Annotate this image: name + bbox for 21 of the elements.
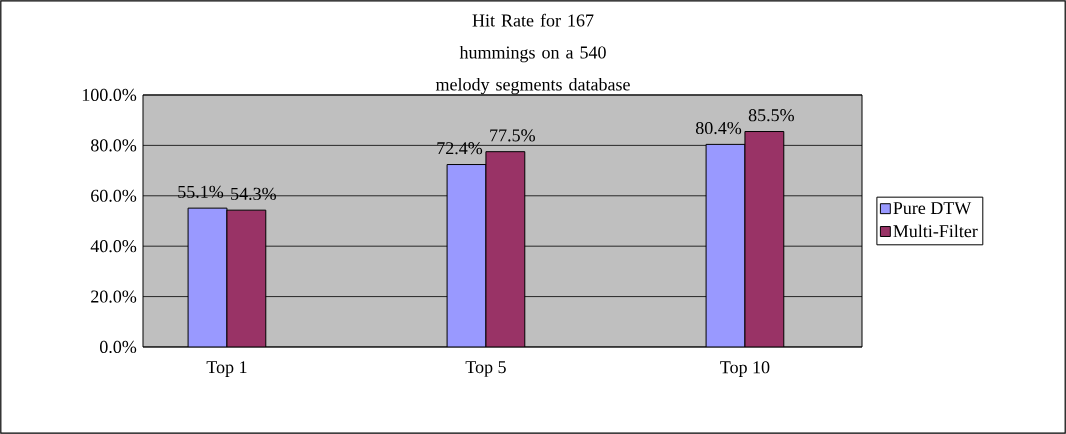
bar [705,143,746,347]
x-tick-label: Top 10 [720,361,770,377]
y-tick-label: 100.0% [82,88,137,102]
y-tick-label: 60.0% [91,189,137,202]
chart-title: Hit Rate for 167 hummings on a 540 melody segments database [435,13,630,95]
bar [485,151,526,347]
data-label: 80.4% [695,121,742,135]
y-tick-label: 20.0% [91,290,137,303]
bar [226,209,267,347]
bar [446,164,487,347]
x-tick-label: Top 1 [206,361,247,377]
y-tick-label: 40.0% [90,240,137,253]
data-label: 85.5% [748,109,794,122]
bar [744,131,785,347]
bar [187,207,228,347]
y-tick-label: 80.0% [91,139,137,152]
legend-label: Pure DTW [893,202,972,215]
x-tick-label: Top 5 [465,361,506,377]
legend-label: Multi-Filter [893,224,978,238]
y-tick-label: 0.0% [100,340,137,354]
data-label: 77.5% [490,129,535,142]
